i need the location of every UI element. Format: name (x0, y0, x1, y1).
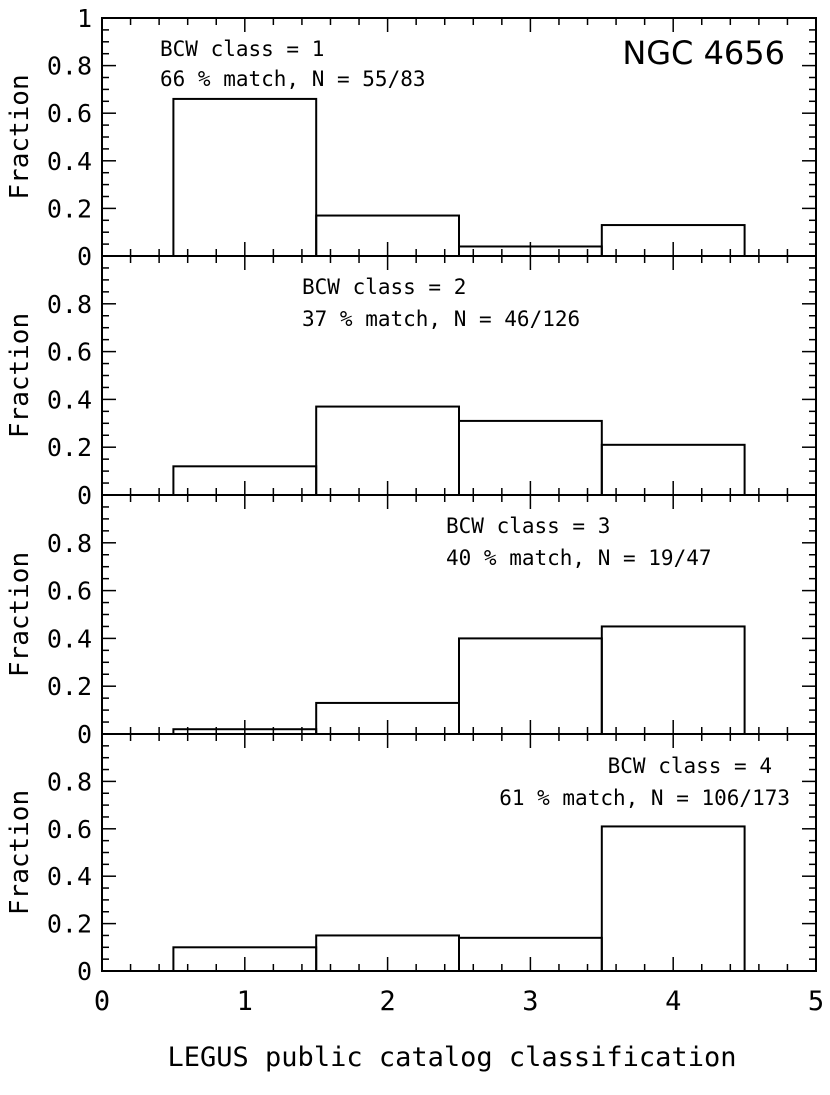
y-tick-label: 0 (77, 242, 92, 271)
x-tick-label: 0 (94, 986, 110, 1017)
y-axis-label: Fraction (5, 74, 35, 199)
y-tick-label: 0.4 (47, 624, 92, 653)
y-tick-label: 0.6 (47, 815, 92, 844)
y-axis-label: Fraction (5, 552, 35, 677)
y-tick-label: 1 (77, 4, 92, 33)
panels-layer: 0 0.2 0.4 0.6 0.8 1 Fraction BCW class = 1 66 % … (5, 4, 824, 1017)
y-tick-label: 0.2 (47, 433, 92, 462)
y-tick-label: 0.2 (47, 194, 92, 223)
y-tick-label: 0.8 (47, 52, 92, 81)
panel-class-label: BCW class = 3 (446, 514, 610, 538)
panel-match-label: 66 % match, N = 55/83 (160, 67, 426, 91)
panel-1: 0 0.2 0.4 0.6 0.8 1 Fraction BCW class = 1 66 % … (5, 4, 817, 271)
x-tick-label: 2 (379, 986, 395, 1017)
panel-match-label: 37 % match, N = 46/126 (302, 307, 580, 331)
x-tick-label: 4 (665, 986, 681, 1017)
y-tick-label: 0.2 (47, 672, 92, 701)
x-axis-label: LEGUS public catalog classification (168, 1042, 737, 1073)
y-axis-label: Fraction (5, 313, 35, 438)
y-tick-label: 0.6 (47, 338, 92, 367)
y-tick-label: 0.6 (47, 577, 92, 606)
panel-class-label: BCW class = 4 (608, 754, 772, 778)
y-tick-label: 0.8 (47, 767, 92, 796)
panel-class-label: BCW class = 1 (160, 37, 324, 61)
panel-3: 0 0.2 0.4 0.6 0.8 Fraction BCW class = 3 40 % m… (5, 494, 817, 749)
y-tick-label: 0.8 (47, 529, 92, 558)
panel-match-label: 40 % match, N = 19/47 (446, 546, 712, 570)
y-axis-label: Fraction (5, 790, 35, 915)
y-tick-label: 0 (77, 481, 92, 510)
histogram-bar (600, 625, 746, 736)
y-tick-label: 0 (77, 957, 92, 986)
histogram-bar (172, 97, 318, 257)
panel-2: 0 0.2 0.4 0.6 0.8 Fraction BCW class = 2 37 % m… (5, 255, 817, 510)
x-tick-label: 5 (808, 986, 824, 1017)
y-tick-label: 0.2 (47, 910, 92, 939)
y-tick-label: 0.4 (47, 862, 92, 891)
histogram-bar (458, 637, 603, 736)
histogram-bar (600, 825, 746, 972)
y-tick-label: 0.8 (47, 290, 92, 319)
figure-title: NGC 4656 (622, 34, 785, 72)
panel-4: 0 0.2 0.4 0.6 0.8 Fraction BCW class = 4 61 % m… (5, 733, 817, 986)
x-tick-label: 1 (237, 986, 253, 1017)
panel-match-label: 61 % match, N = 106/173 (499, 786, 790, 810)
y-tick-label: 0.6 (47, 99, 92, 128)
y-tick-label: 0.4 (47, 385, 92, 414)
panel-class-label: BCW class = 2 (302, 275, 466, 299)
y-tick-label: 0 (77, 720, 92, 749)
y-tick-label: 0.4 (47, 147, 92, 176)
x-tick-label: 3 (522, 986, 538, 1017)
